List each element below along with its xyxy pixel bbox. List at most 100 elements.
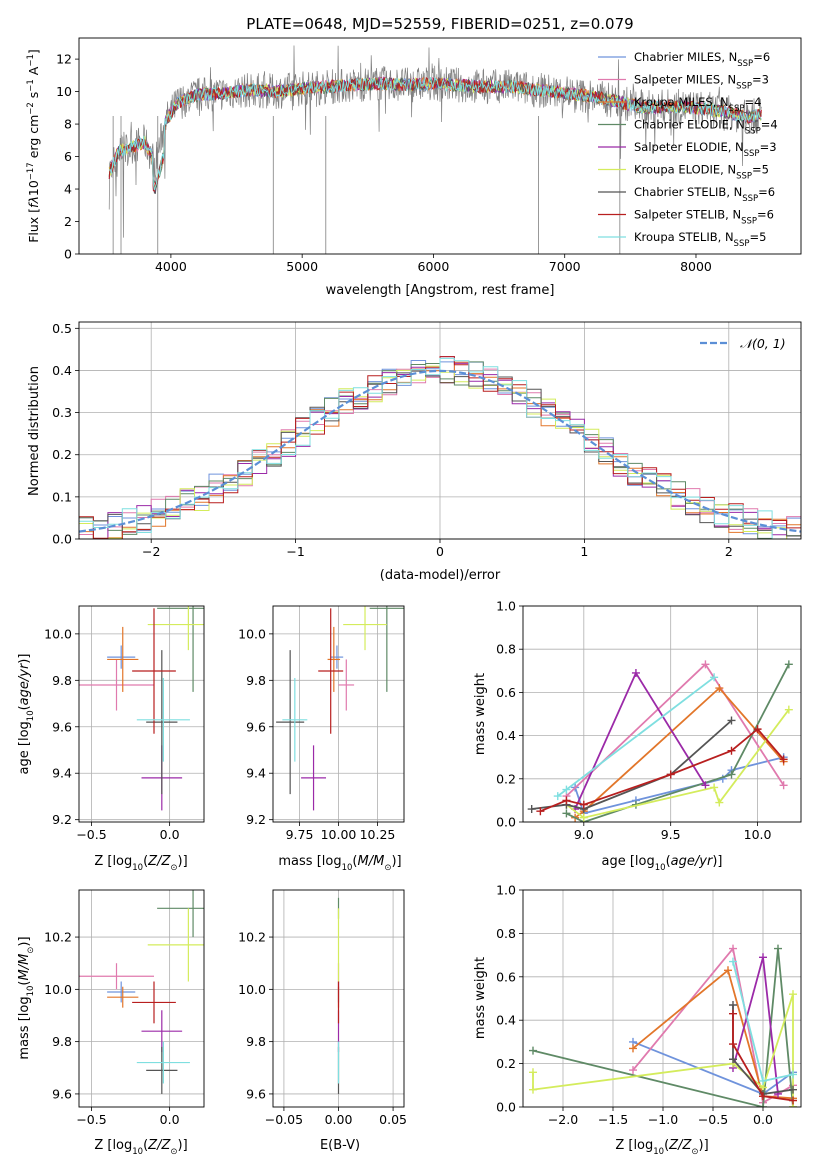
label-fragment: age/yr (671, 854, 714, 869)
errorbar-chabrier_miles (107, 645, 136, 669)
errorbar-kroupa_stelib (136, 1041, 190, 1084)
errorbar-salpeter_miles (79, 659, 154, 711)
x-tick-label: 1 (580, 544, 588, 559)
spectrum-data (108, 45, 762, 238)
label-fragment: Salpeter MILES, (634, 73, 727, 87)
axes-frame: 9.0 9.5 10.0 0.0 0.2 0.4 0.6 0.8 1.0 age [log10(a… (473, 599, 802, 873)
label-fragment: ⊙ (384, 863, 391, 873)
label-fragment: f (26, 202, 41, 208)
y-axis-label: Flux [fλ10−17 erg cm−2 s−1 A−1] (26, 49, 41, 243)
weight-marker (729, 1040, 737, 1049)
label-fragment: )] (17, 936, 32, 946)
y-tick-label: 0.2 (52, 447, 72, 462)
label-fragment: N (736, 118, 745, 132)
x-tick-label: 0 (436, 544, 444, 559)
weight-line (574, 686, 785, 819)
x-tick-label: 10.00 (321, 827, 357, 842)
label-fragment: Z/Z (668, 1138, 692, 1153)
x-tick-label: 8000 (680, 259, 712, 274)
label-fragment: N (727, 163, 736, 177)
y-axis-label: mass weight (473, 957, 488, 1039)
errorbar-chabrier_stelib (146, 1046, 178, 1094)
y-tick-label: 4 (64, 182, 72, 197)
label-fragment: 10 (26, 986, 36, 997)
label-fragment: )] (391, 854, 401, 869)
x-tick-label: 7000 (549, 259, 581, 274)
label-fragment: N (720, 95, 729, 109)
weight-marker (789, 1096, 797, 1105)
y-tick-label: 8 (64, 117, 72, 132)
label-fragment: 10 (132, 863, 143, 873)
gaussian-curve (79, 369, 801, 533)
x-tick-label: 6000 (418, 259, 450, 274)
label-fragment: SSP (744, 149, 760, 159)
x-tick-label: −0.5 (698, 1112, 728, 1127)
spectrum-model-kroupa_stelib (108, 76, 762, 191)
x-axis-label: wavelength [Angstrom, rest frame] (326, 283, 555, 298)
weight-marker (789, 990, 797, 999)
label-fragment: N (734, 185, 743, 199)
legend-label: Kroupa STELIB, NSSP=5 (634, 230, 766, 249)
y-tick-label: 9.4 (246, 766, 266, 781)
axes-mass_vs_ebv: −0.05 0.00 0.05 9.6 9.8 10.0 10.2 E(B-V) (238, 889, 407, 1153)
weight-marker (701, 660, 710, 669)
weight-marker (562, 809, 571, 818)
errorbar-kroupa_miles (327, 626, 341, 692)
legend-label: Kroupa MILES, NSSP=4 (634, 95, 761, 114)
axes-frame: −2 −1 0 1 2 0.0 0.1 0.2 0.3 0.4 0.5 𝒩(0, 1) (data-mo… (27, 321, 802, 583)
label-fragment: ⊙ (170, 1147, 177, 1157)
label-fragment: =6 (757, 208, 774, 222)
axes-spectrum: 4000 5000 6000 7000 8000 0 2 4 6 8 10 12 Chabrier MI… (26, 37, 802, 298)
errorbar-chabrier_miles (330, 645, 344, 669)
label-fragment: =4 (761, 118, 778, 132)
label-fragment: =4 (744, 95, 761, 109)
x-tick-label: 0.0 (160, 827, 180, 842)
label-fragment: Z/Z (147, 1138, 171, 1153)
weight-marker (729, 957, 737, 966)
weight-marker (727, 716, 736, 725)
errorbar-kroupa_stelib (136, 678, 190, 762)
y-tick-label: 0.8 (496, 642, 516, 657)
y-tick-label: 10.0 (238, 982, 266, 997)
label-fragment: 10 (132, 1147, 143, 1157)
y-tick-label: 0.0 (496, 1100, 516, 1115)
label-fragment: −2 (26, 102, 36, 115)
label-fragment: M/M (358, 854, 385, 869)
errorbar-kroupa_miles (107, 986, 139, 1008)
y-tick-label: 0 (64, 247, 72, 262)
label-fragment: Salpeter ELODIE, (634, 140, 735, 154)
weight-marker (562, 785, 571, 794)
label-fragment: ⊙ (26, 947, 36, 954)
label-fragment: SSP (737, 59, 753, 69)
y-axis-label: age [log10(age/yr)] (17, 654, 36, 775)
histogram-kroupa_stelib (79, 357, 801, 539)
label-fragment: mass [log (278, 854, 341, 869)
y-axis-label: Normed distribution (27, 366, 42, 496)
weight-marker (789, 1070, 797, 1079)
label-fragment: M/M (17, 954, 32, 981)
y-axis-label: mass weight (473, 673, 488, 755)
y-tick-label: 10 (56, 84, 72, 99)
x-tick-label: 0.0 (753, 1112, 773, 1127)
plot-area (529, 944, 797, 1107)
axes-weight_vs_Z: −2.0 −1.5 −1.0 −0.5 0.0 0.0 0.2 0.4 0.6 0.8 1.0 Z [… (473, 883, 802, 1157)
label-fragment: A (26, 66, 41, 79)
weight-marker (729, 944, 737, 953)
weight-marker (727, 746, 736, 755)
label-fragment: ( (666, 854, 671, 869)
errorbar-chabrier_elodie (157, 890, 204, 938)
label-fragment: )] (178, 854, 188, 869)
weight-marker (727, 770, 736, 779)
weight-line (565, 662, 785, 797)
y-tick-label: 0.4 (52, 363, 72, 378)
label-fragment: Kroupa ELODIE, (634, 163, 727, 177)
errorbar-chabrier_stelib (146, 650, 178, 795)
x-tick-label: 9.5 (661, 827, 681, 842)
errorbar-kroupa_elodie (147, 606, 204, 651)
label-fragment: −17 (26, 162, 36, 180)
weight-marker (529, 1085, 537, 1094)
label-fragment: ( (17, 980, 32, 985)
weight-marker (715, 684, 724, 693)
axes-border (78, 37, 802, 255)
weight-marker (529, 1046, 537, 1055)
